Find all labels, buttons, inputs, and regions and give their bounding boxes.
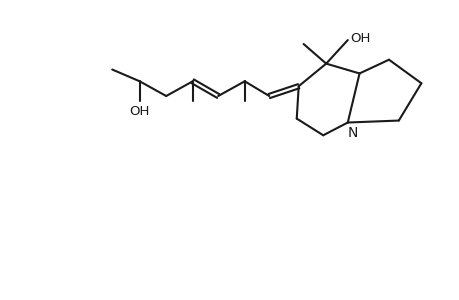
Text: N: N [347,126,357,140]
Text: OH: OH [129,105,150,118]
Text: OH: OH [350,32,370,45]
